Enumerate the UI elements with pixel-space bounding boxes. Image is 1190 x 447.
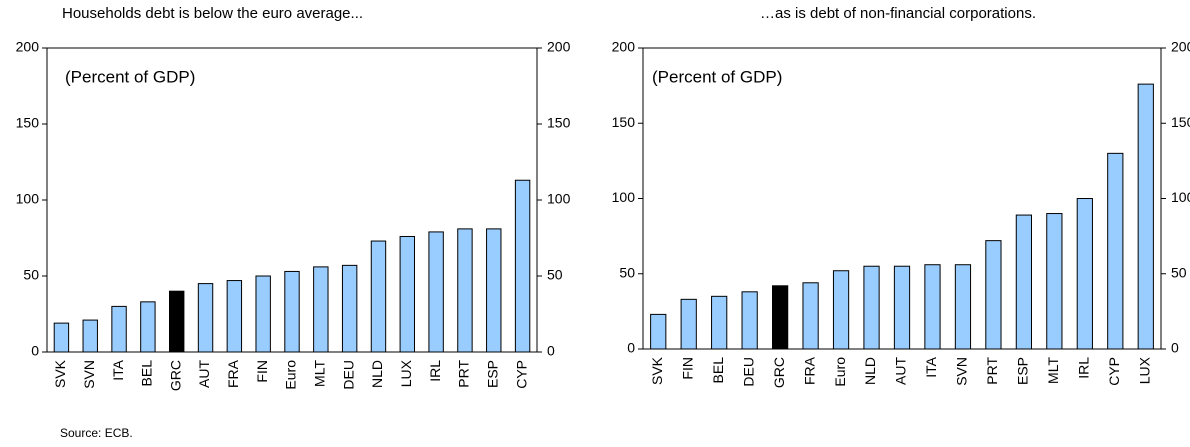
x-tick-label: CYP: [1106, 357, 1122, 386]
bar: [53, 322, 70, 353]
bar: [457, 228, 473, 353]
x-tick-label: LUX: [1136, 356, 1152, 384]
bar: [1046, 213, 1063, 350]
y2-tick-label: 50: [1171, 264, 1187, 280]
chart-title: Households debt is below the euro averag…: [62, 5, 363, 22]
x-tick-label: Euro: [832, 357, 848, 387]
bar: [893, 265, 911, 350]
x-tick-label: NLD: [369, 360, 385, 388]
x-tick-label: CYP: [513, 360, 529, 389]
x-tick-label: ESP: [484, 360, 500, 388]
bar: [82, 319, 98, 353]
y-tick-label: 100: [612, 189, 636, 205]
bar: [111, 305, 127, 353]
bar: [399, 235, 415, 353]
y-tick-label: 150: [16, 115, 40, 131]
bar: [954, 264, 972, 350]
x-tick-label: MLT: [312, 360, 328, 387]
bar: [226, 280, 243, 353]
bar: [197, 283, 214, 353]
x-tick-label: GRC: [167, 360, 183, 391]
y-tick-label: 0: [627, 340, 635, 356]
chart-title: …as is debt of non-financial corporation…: [760, 5, 1036, 22]
bar: [680, 298, 697, 350]
y2-tick-label: 100: [1171, 189, 1190, 205]
y-tick-label: 200: [612, 39, 636, 55]
bar: [985, 240, 1002, 350]
x-tick-label: SVK: [52, 359, 68, 388]
x-tick-label: LUX: [398, 359, 414, 387]
source-note: Source: ECB.: [60, 426, 133, 440]
x-tick-label: BEL: [710, 357, 726, 384]
y-tick-label: 100: [16, 191, 40, 207]
x-tick-label: SVN: [954, 357, 970, 386]
bar: [1076, 198, 1093, 350]
y2-tick-label: 200: [1171, 39, 1190, 55]
x-tick-label: Euro: [283, 360, 299, 390]
bar: [169, 290, 185, 353]
x-tick-label: AUT: [893, 357, 909, 385]
x-tick-label: ITA: [923, 356, 939, 377]
bar: [341, 264, 358, 353]
bar: [802, 282, 819, 350]
y2-tick-label: 150: [547, 115, 571, 131]
bar: [863, 265, 880, 350]
bar: [650, 313, 667, 350]
x-tick-label: FIN: [679, 357, 695, 380]
y-tick-label: 50: [23, 267, 39, 283]
x-tick-label: AUT: [196, 360, 212, 388]
annotation: (Percent of GDP): [65, 67, 195, 86]
x-tick-label: SVN: [81, 360, 97, 389]
x-tick-label: IRL: [1076, 357, 1092, 379]
bar: [514, 179, 531, 353]
x-tick-label: PRT: [984, 357, 1000, 385]
x-tick-label: SVK: [649, 356, 665, 385]
y2-tick-label: 100: [547, 191, 571, 207]
annotation: (Percent of GDP): [652, 67, 782, 86]
y2-tick-label: 0: [547, 343, 555, 359]
x-tick-label: PRT: [456, 360, 472, 388]
bar: [1015, 214, 1033, 350]
bar: [1137, 83, 1154, 350]
y2-tick-label: 0: [1171, 340, 1179, 356]
y2-tick-label: 200: [547, 39, 571, 55]
x-tick-label: ITA: [110, 359, 126, 380]
bar: [255, 275, 271, 353]
x-tick-label: FIN: [254, 360, 270, 383]
y-tick-label: 0: [31, 343, 39, 359]
bar: [711, 295, 728, 350]
y-tick-label: 50: [619, 264, 635, 280]
bar: [140, 301, 156, 353]
bar: [486, 228, 502, 353]
y2-tick-label: 150: [1171, 114, 1190, 130]
x-tick-label: FRA: [225, 359, 241, 388]
x-tick-label: FRA: [801, 356, 817, 385]
y2-tick-label: 50: [547, 267, 563, 283]
bar: [370, 240, 387, 353]
bar: [284, 270, 300, 353]
x-tick-label: BEL: [139, 360, 155, 387]
y-tick-label: 150: [612, 114, 636, 130]
x-tick-label: GRC: [771, 357, 787, 388]
x-tick-label: MLT: [1045, 357, 1061, 384]
bar: [741, 291, 758, 350]
bar: [832, 270, 850, 350]
x-tick-label: IRL: [427, 360, 443, 382]
bar: [313, 266, 329, 353]
x-tick-label: NLD: [862, 357, 878, 385]
bar: [1107, 152, 1124, 350]
bar: [428, 231, 444, 353]
x-tick-label: ESP: [1015, 357, 1031, 385]
x-tick-label: DEU: [740, 357, 756, 387]
bar: [924, 264, 941, 350]
y-tick-label: 200: [16, 39, 40, 55]
bar: [772, 285, 789, 350]
x-tick-label: DEU: [340, 360, 356, 390]
